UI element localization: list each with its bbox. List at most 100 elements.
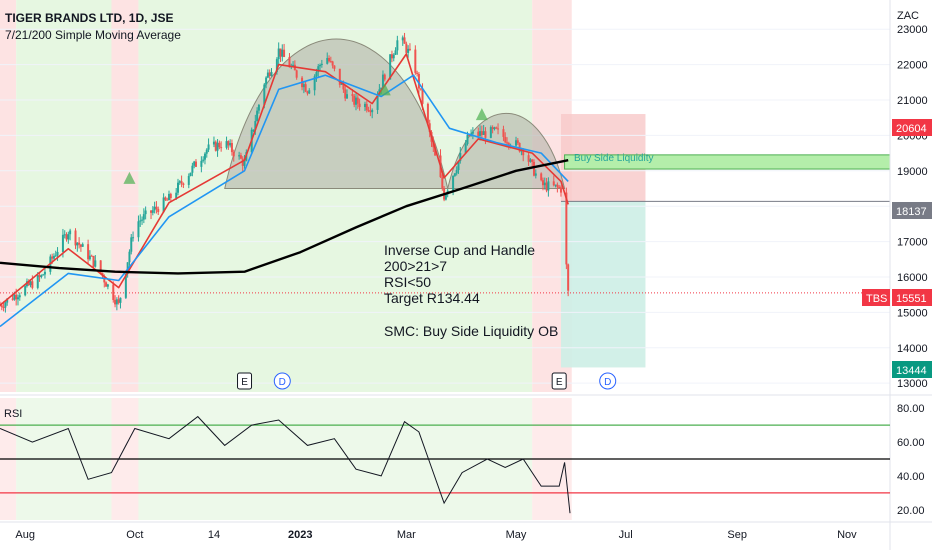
candle-92 bbox=[229, 139, 232, 148]
candle-body bbox=[507, 143, 510, 146]
candle-body bbox=[489, 127, 492, 138]
candle-body bbox=[533, 161, 535, 176]
candle-94 bbox=[232, 149, 235, 162]
candle-139 bbox=[346, 89, 349, 99]
candle-body bbox=[543, 182, 546, 186]
candle-96 bbox=[239, 152, 242, 160]
candle-185 bbox=[464, 139, 467, 154]
candle-body bbox=[401, 37, 404, 41]
candle-body bbox=[417, 74, 420, 89]
candle-17 bbox=[40, 274, 43, 279]
candle-body bbox=[18, 295, 21, 298]
candle-192 bbox=[480, 125, 483, 140]
candle-body bbox=[15, 294, 18, 300]
candle-body bbox=[52, 256, 55, 259]
candle-61 bbox=[151, 206, 154, 216]
candle-143 bbox=[356, 95, 359, 109]
candle-60 bbox=[150, 210, 153, 220]
candle-34 bbox=[81, 242, 84, 247]
candle-body bbox=[178, 181, 181, 183]
candle-body bbox=[128, 251, 131, 263]
candle-body bbox=[106, 284, 109, 287]
candle-body bbox=[187, 175, 190, 185]
candle-body bbox=[27, 281, 30, 286]
candle-50 bbox=[124, 273, 127, 300]
candle-98 bbox=[243, 154, 246, 169]
candle-body bbox=[455, 170, 458, 174]
candle-body bbox=[522, 149, 525, 156]
candle-body bbox=[464, 143, 467, 154]
candle-body bbox=[541, 180, 544, 186]
candle-133 bbox=[331, 60, 334, 69]
candle-160 bbox=[401, 35, 404, 46]
candle-64 bbox=[157, 206, 160, 215]
candle-body bbox=[556, 184, 559, 187]
candle-body bbox=[239, 155, 242, 159]
candle-154 bbox=[383, 73, 386, 82]
candle-body bbox=[380, 87, 383, 90]
rsi-tick-20: 20.00 bbox=[897, 505, 925, 517]
event-marker-e-0[interactable]: E bbox=[237, 372, 253, 390]
candle-33 bbox=[79, 243, 82, 252]
candle-body bbox=[119, 297, 122, 303]
ma-sma-7 bbox=[0, 53, 569, 306]
candle-body bbox=[257, 104, 260, 111]
candle-218 bbox=[545, 177, 548, 193]
candle-40 bbox=[99, 260, 102, 275]
candle-159 bbox=[396, 35, 399, 55]
candle-131 bbox=[328, 55, 331, 63]
x-tick-Oct: Oct bbox=[126, 529, 143, 541]
candle-75 bbox=[187, 173, 190, 189]
candle-body bbox=[389, 54, 392, 80]
candle-19 bbox=[43, 267, 46, 279]
candle-147 bbox=[367, 106, 370, 113]
candle-body bbox=[407, 48, 410, 53]
candle-body bbox=[144, 210, 147, 215]
signal-triangle-0 bbox=[123, 171, 136, 184]
candle-body bbox=[320, 63, 323, 66]
candle-body bbox=[24, 286, 27, 296]
event-marker-e-2[interactable]: E bbox=[551, 372, 567, 390]
candle-body bbox=[506, 142, 509, 144]
candle-57 bbox=[141, 216, 144, 225]
annotation-line-3: RSI<50 bbox=[384, 274, 431, 290]
candle-184 bbox=[459, 146, 462, 164]
candle-body bbox=[515, 140, 518, 146]
candle-16 bbox=[38, 272, 41, 282]
candle-body bbox=[394, 50, 397, 55]
candle-body bbox=[502, 129, 505, 137]
candle-73 bbox=[180, 175, 183, 188]
candle-body bbox=[281, 49, 284, 57]
candle-165 bbox=[414, 45, 417, 75]
candle-body bbox=[479, 131, 482, 136]
candle-body bbox=[203, 153, 206, 160]
event-marker-d-1[interactable]: D bbox=[273, 372, 291, 390]
candle-166 bbox=[416, 70, 419, 77]
rsi-tick-40: 40.00 bbox=[897, 471, 925, 483]
candle-body bbox=[554, 184, 557, 186]
candle-body bbox=[504, 136, 507, 143]
y-tick-23000: 23000 bbox=[897, 24, 928, 36]
candle-221 bbox=[554, 184, 557, 188]
candle-body bbox=[308, 90, 311, 94]
event-marker-d-3[interactable]: D bbox=[599, 372, 617, 390]
candle-body bbox=[565, 192, 568, 265]
candle-225 bbox=[565, 187, 568, 270]
candle-body bbox=[351, 94, 354, 96]
candle-body bbox=[65, 234, 68, 240]
candle-body bbox=[363, 103, 366, 108]
candle-3 bbox=[4, 300, 7, 313]
svg-text:13444: 13444 bbox=[896, 365, 927, 377]
candle-body bbox=[69, 230, 72, 235]
candle-body bbox=[29, 281, 32, 286]
candle-37 bbox=[90, 254, 93, 257]
y-tick-19000: 19000 bbox=[897, 166, 928, 178]
candle-31 bbox=[76, 242, 79, 252]
annotation-line-2: 200>21>7 bbox=[384, 258, 447, 274]
candle-214 bbox=[534, 169, 537, 179]
candle-body bbox=[416, 72, 419, 75]
candle-body bbox=[317, 66, 320, 73]
candle-body bbox=[88, 255, 91, 260]
